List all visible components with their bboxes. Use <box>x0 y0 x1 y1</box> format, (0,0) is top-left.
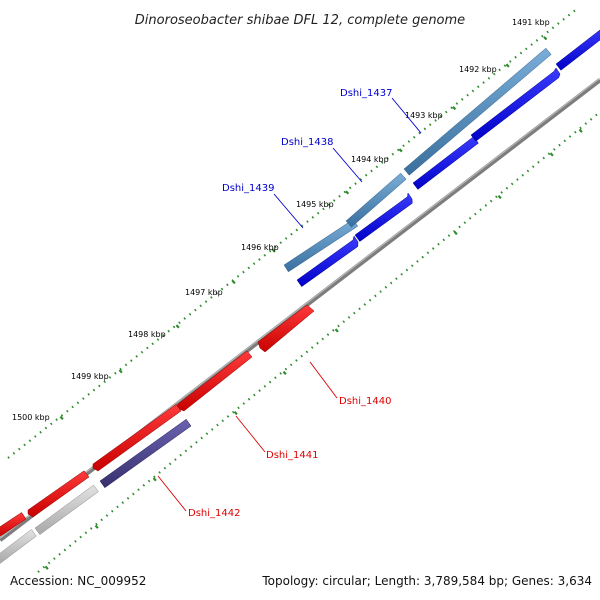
gene-arrow-dshi-1437 <box>412 136 479 190</box>
leader-line-dshi-1440 <box>309 361 338 399</box>
feature-arrow <box>0 529 37 564</box>
tick-1492 <box>505 63 510 68</box>
ruler-label-1492: 1492 kbp <box>459 65 497 74</box>
gene-arrow <box>470 67 561 142</box>
gene-label-dshi-1440[interactable]: Dshi_1440 <box>339 396 391 407</box>
tick-1491 <box>543 36 548 41</box>
gene-label-dshi-1442[interactable]: Dshi_1442 <box>188 508 240 519</box>
gene-arrow <box>27 470 90 518</box>
reverse-cds-track <box>0 304 315 537</box>
outer-ruler <box>7 7 579 459</box>
inner-tick-3 <box>497 194 502 200</box>
outer-ruler-major-ticks <box>59 36 548 420</box>
orf-arrow <box>345 172 407 228</box>
ruler-label-1491: 1491 kbp <box>512 18 550 27</box>
accession-label: Accession: NC_009952 <box>10 574 146 588</box>
gene-arrow-dshi-1442 <box>92 404 182 472</box>
orf-arrow <box>283 219 359 273</box>
inner-ruler <box>37 111 600 573</box>
tick-1500 <box>59 415 64 420</box>
ruler-label-1500: 1500 kbp <box>12 413 50 422</box>
inner-tick-9 <box>94 524 99 529</box>
forward-orf-track <box>283 47 552 273</box>
leader-line-dshi-1441 <box>235 415 266 453</box>
tick-1497 <box>231 280 236 285</box>
tick-1494 <box>398 148 403 153</box>
ruler-label-1493: 1493 kbp <box>405 111 443 120</box>
inner-tick-8 <box>152 477 157 482</box>
gene-arrow-dshi-1439 <box>296 235 359 287</box>
genome-stats-label: Topology: circular; Length: 3,789,584 bp… <box>261 574 592 588</box>
ruler-labels: 1491 kbp 1492 kbp 1493 kbp 1494 kbp 1495… <box>12 18 550 422</box>
inner-tick-1 <box>578 128 583 133</box>
ruler-label-1495: 1495 kbp <box>296 200 334 209</box>
ruler-label-1499: 1499 kbp <box>71 372 109 381</box>
inner-tick-10 <box>44 565 49 570</box>
tick-1493 <box>452 106 457 111</box>
reverse-orf-track <box>99 418 192 489</box>
inner-tick-5 <box>334 328 339 333</box>
inner-tick-6 <box>282 370 287 376</box>
gene-label-dshi-1438[interactable]: Dshi_1438 <box>281 137 333 148</box>
gene-label-dshi-1439[interactable]: Dshi_1439 <box>222 183 274 194</box>
orf-arrow <box>403 47 552 176</box>
gene-label-dshi-1441[interactable]: Dshi_1441 <box>266 450 318 461</box>
gene-arrow <box>555 29 600 71</box>
ruler-label-1498: 1498 kbp <box>128 330 166 339</box>
leader-line-dshi-1437 <box>391 97 422 134</box>
outer-ruler-dotted-line <box>7 7 579 459</box>
map-title: Dinoroseobacter shibae DFL 12, complete … <box>135 13 465 28</box>
gene-arrow-dshi-1440 <box>257 304 315 353</box>
inner-tick-7 <box>233 410 238 416</box>
orf-arrow <box>99 418 192 489</box>
ruler-label-1494: 1494 kbp <box>351 155 389 164</box>
gene-labels: Dshi_1437 Dshi_1438 Dshi_1439 Dshi_1440 … <box>188 88 392 519</box>
gene-label-leaders <box>157 97 422 512</box>
tick-1495 <box>345 190 350 195</box>
gene-arrow <box>0 512 27 537</box>
inner-tick-4 <box>453 230 458 236</box>
inner-ruler-dotted-line <box>37 111 600 573</box>
inner-ruler-major-ticks <box>44 128 583 570</box>
tick-1499 <box>118 369 123 374</box>
gene-label-dshi-1437[interactable]: Dshi_1437 <box>340 88 392 99</box>
inner-tick-2 <box>549 152 554 157</box>
tick-1496 <box>271 248 276 253</box>
leader-line-dshi-1438 <box>332 147 363 183</box>
leader-line-dshi-1439 <box>273 193 304 229</box>
leader-line-dshi-1442 <box>157 475 187 512</box>
gene-arrow-dshi-1441 <box>176 350 253 412</box>
ruler-label-1496: 1496 kbp <box>241 243 279 252</box>
gene-arrow-dshi-1438 <box>354 192 413 242</box>
tick-1498 <box>175 324 180 329</box>
feature-arrow <box>34 484 99 535</box>
forward-cds-track <box>296 29 600 287</box>
ruler-label-1497: 1497 kbp <box>185 288 223 297</box>
other-feature-track <box>0 484 99 564</box>
